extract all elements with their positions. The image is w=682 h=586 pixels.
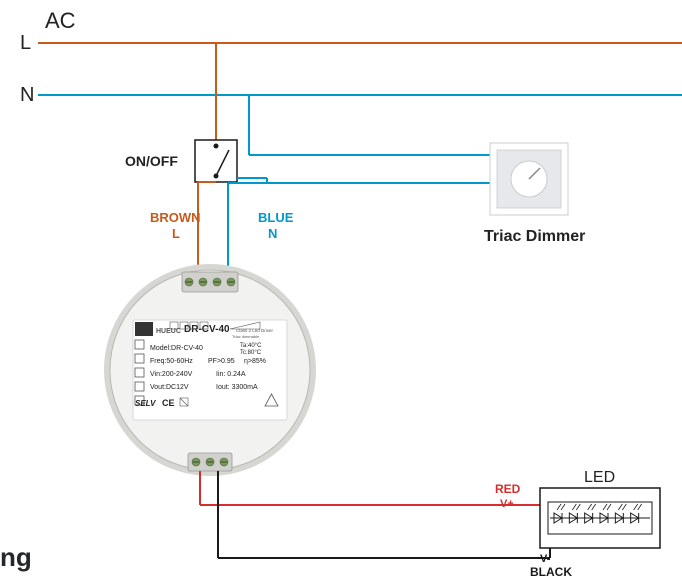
- spec-tc: Tc:80°C: [240, 350, 262, 356]
- spec-ce: CE: [162, 398, 175, 408]
- brand-logo-icon: [135, 322, 153, 336]
- label-L: L: [20, 32, 31, 54]
- spec-vin: Vin:200-240V: [150, 371, 193, 378]
- spec-iout: Iout: 3300mA: [216, 384, 258, 391]
- spec-eff: η>85%: [244, 358, 266, 365]
- spec-iin: Iin: 0.24A: [216, 371, 246, 378]
- label-blue-N: N: [268, 226, 277, 241]
- label-onoff: ON/OFF: [125, 153, 178, 169]
- spec-freq: Freq:50-60Hz: [150, 358, 193, 365]
- wiring-diagram: ACLNON/OFFBROWNLBLUENTriac DimmerHUEUCDR…: [0, 0, 682, 581]
- label-N: N: [20, 84, 34, 106]
- cropped-text-corner: ng: [0, 542, 32, 573]
- label-vminus: V-: [540, 553, 551, 565]
- label-black: BLACK: [530, 565, 572, 579]
- spec-vout: Vout:DC12V: [150, 384, 189, 391]
- label-vplus: V+: [500, 498, 514, 510]
- label-brown: BROWN: [150, 210, 201, 225]
- spec-selv: SELV: [135, 399, 156, 408]
- spec-model: Model:DR-CV-40: [150, 345, 203, 352]
- spec-ta: Ta:40°C: [240, 343, 262, 349]
- label-blue: BLUE: [258, 210, 294, 225]
- label-brown-L: L: [172, 226, 180, 241]
- driver-triac-dim: Triac dimmable: [232, 334, 260, 339]
- spec-pf: PF>0.95: [208, 358, 235, 365]
- label-ac: AC: [45, 8, 76, 33]
- driver-model: DR-CV-40: [184, 324, 230, 335]
- label-red: RED: [495, 482, 521, 496]
- driver-label-plate: [133, 320, 287, 420]
- label-led: LED: [584, 469, 615, 486]
- label-triac-dimmer: Triac Dimmer: [484, 228, 585, 245]
